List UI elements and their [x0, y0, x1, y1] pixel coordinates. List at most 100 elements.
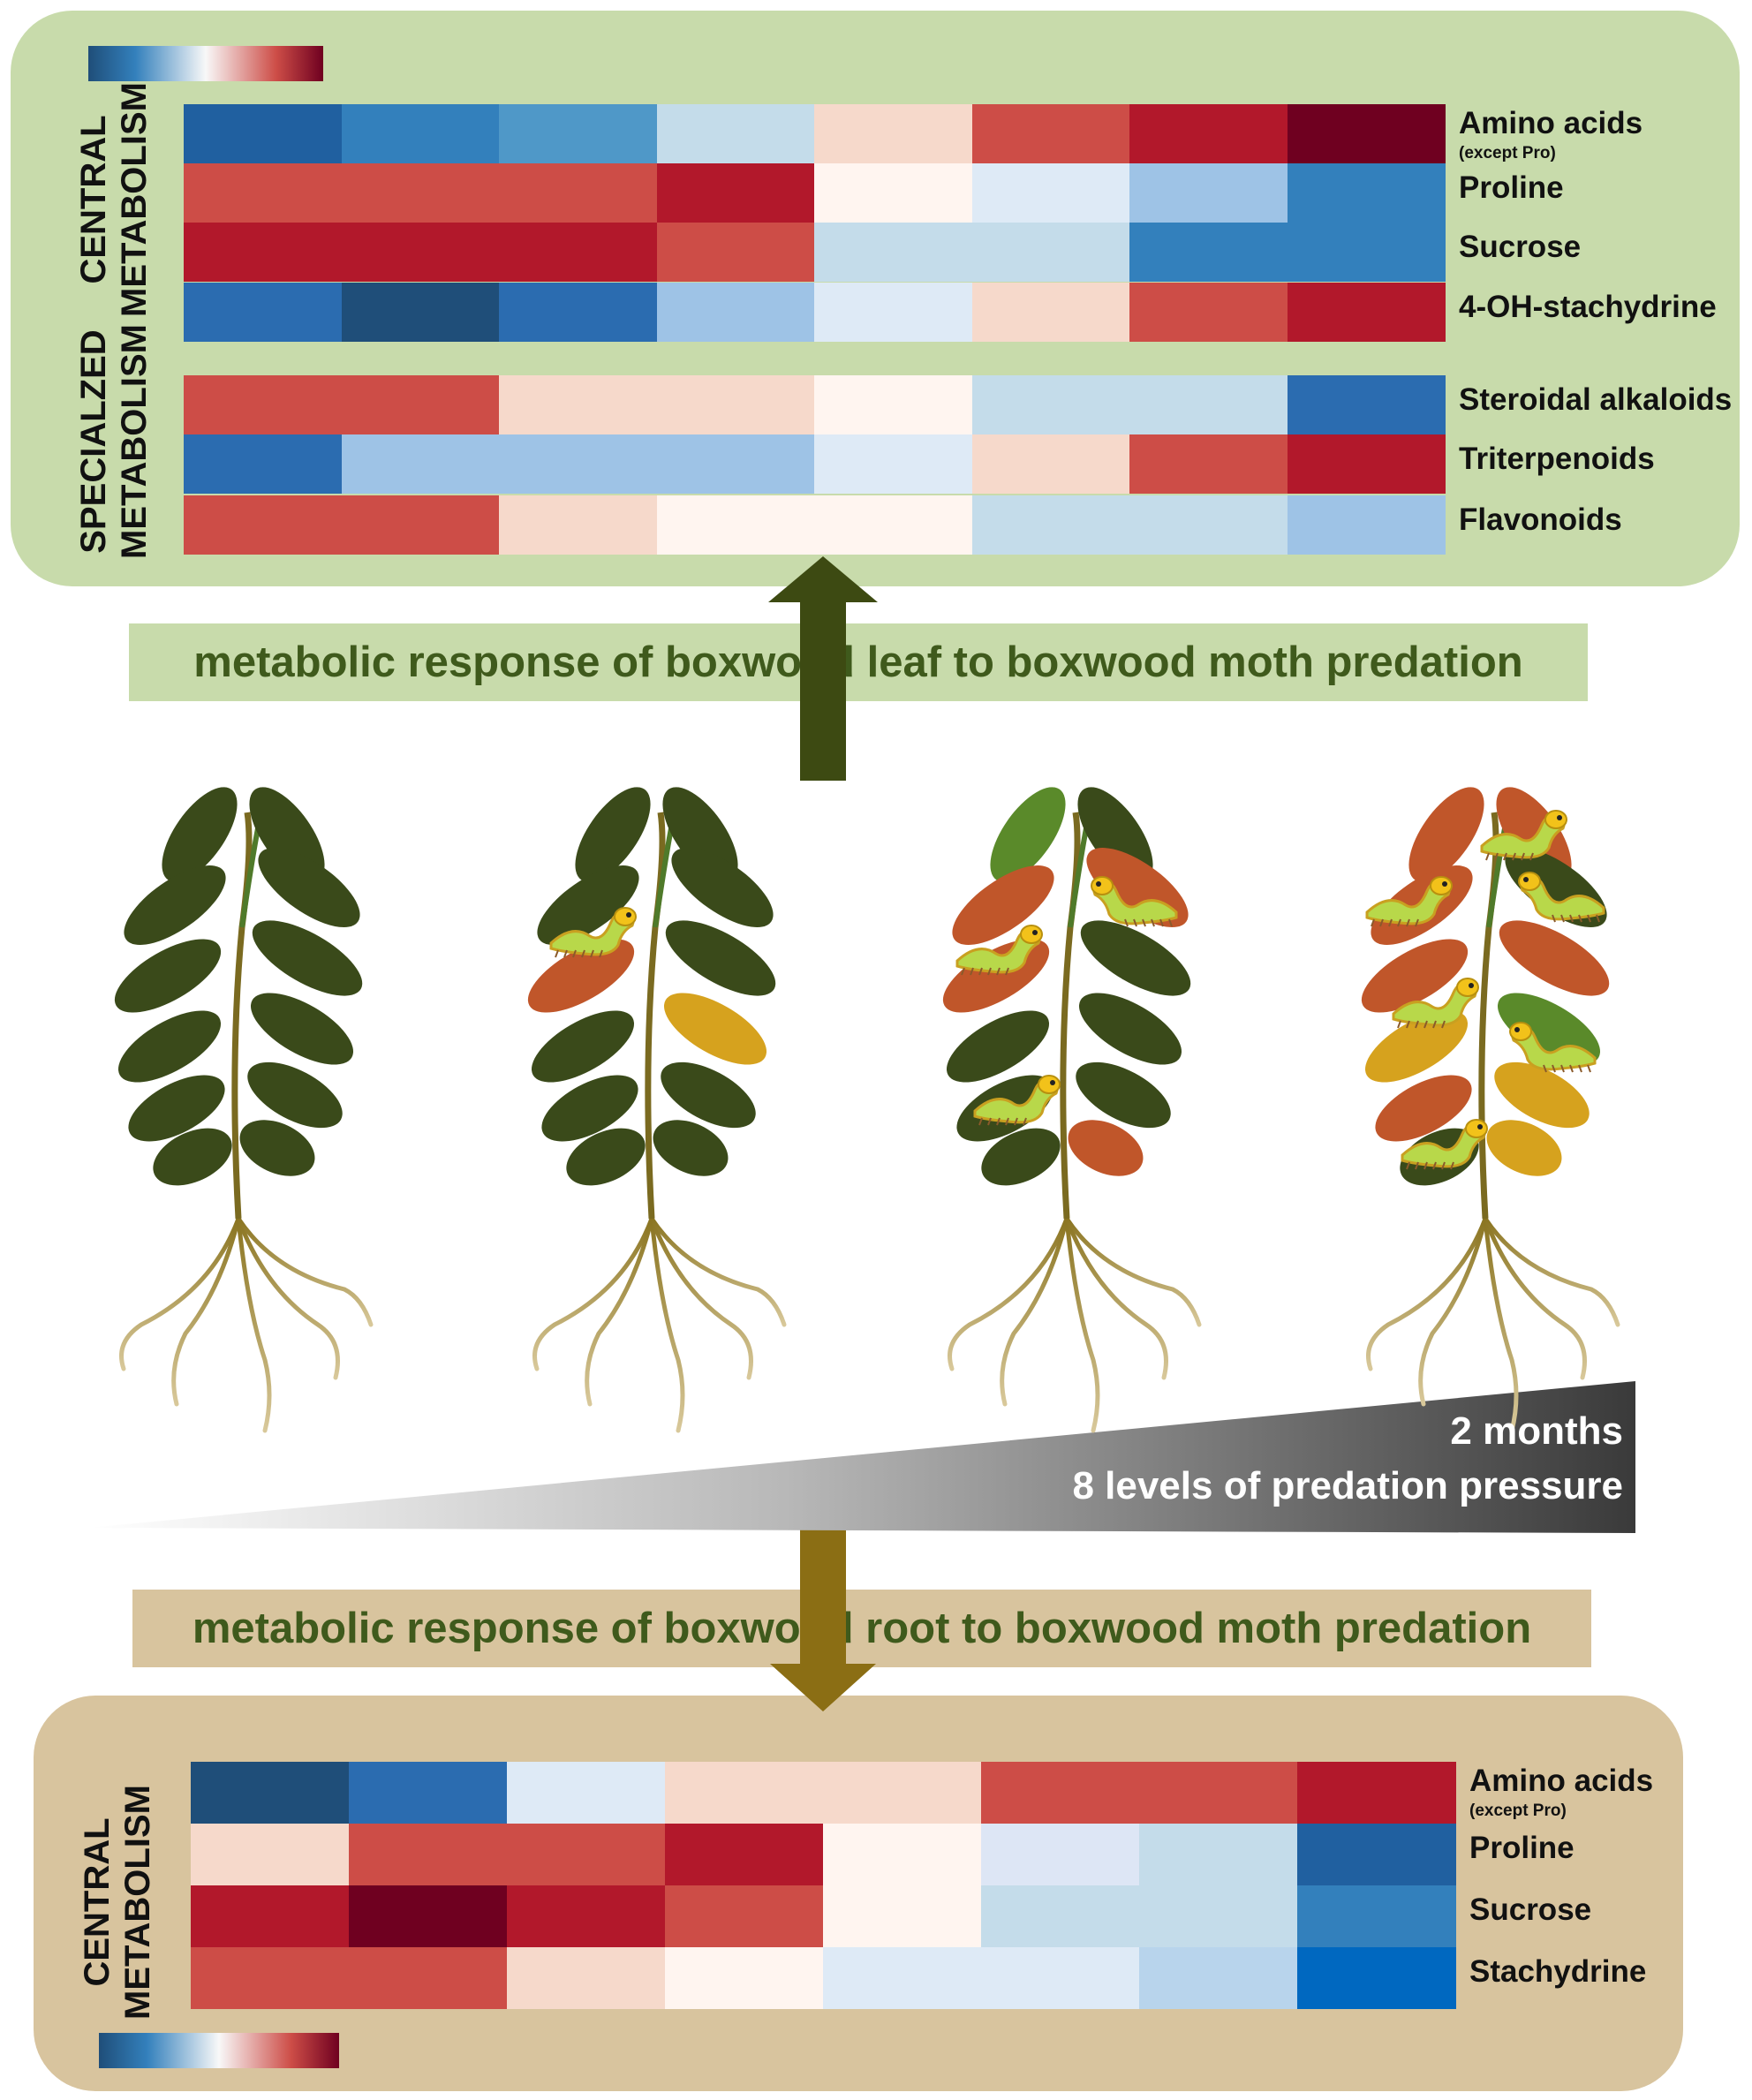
leaf-shape	[946, 1010, 1050, 1083]
root-line	[171, 1216, 241, 1407]
heatmap-cell	[341, 163, 500, 223]
heatmap-cell	[1129, 375, 1288, 434]
heatmap-cell	[499, 104, 658, 163]
heatmap-cell	[349, 1824, 508, 1885]
heatmap-cell	[1129, 495, 1288, 555]
root-line	[1000, 1216, 1069, 1407]
root-line	[1366, 1216, 1488, 1371]
leaf-shape	[239, 1120, 315, 1176]
heatmap-cell	[656, 163, 815, 223]
heatmap-cell	[665, 1947, 824, 2009]
heatmap-cell	[656, 495, 815, 555]
leaf-shape	[258, 847, 360, 928]
heatmap-cell	[507, 1947, 666, 2009]
leaf-shape	[128, 1075, 225, 1142]
heatmap-cell	[507, 1762, 666, 1824]
root-line	[1064, 1216, 1168, 1380]
heatmap-cell	[665, 1885, 824, 1947]
leaf-shape	[990, 787, 1066, 882]
leaf-shape	[1494, 1061, 1590, 1129]
leaf-shape	[252, 920, 363, 996]
leaf-shape	[665, 920, 776, 996]
leaf-shape	[952, 865, 1054, 946]
heatmap-cell	[341, 104, 500, 163]
heatmap-cell	[1129, 104, 1288, 163]
heatmap-cell	[971, 434, 1130, 494]
stem-line	[645, 812, 666, 1220]
heatmap-cell	[971, 163, 1130, 223]
leaf-shape	[527, 939, 635, 1013]
heatmap-cell	[814, 283, 973, 342]
row-sublabel: (except Pro)	[1459, 144, 1556, 162]
leaf-shape	[124, 865, 226, 946]
heatmap-cell	[981, 1885, 1140, 1947]
row-label: Proline	[1469, 1831, 1575, 1865]
heatmap-cell	[1287, 223, 1446, 282]
root-response-banner: metabolic response of boxwood root to bo…	[132, 1590, 1591, 1667]
caterpillar-icon	[1091, 876, 1178, 927]
heatmap-cell	[341, 375, 500, 434]
root-line	[236, 1216, 272, 1433]
root-line	[948, 1216, 1069, 1371]
root-line	[649, 1216, 685, 1433]
root-line	[1483, 1216, 1519, 1433]
heatmap-cell	[971, 375, 1130, 434]
leaf-response-banner: metabolic response of boxwood leaf to bo…	[129, 623, 1588, 701]
leaf-shape	[653, 1120, 729, 1176]
heatmap-cell	[499, 434, 658, 494]
heatmap-cell	[499, 283, 658, 342]
heatmap-cell	[499, 375, 658, 434]
heatmap-cell	[184, 104, 343, 163]
caterpillar-icon	[973, 1075, 1061, 1126]
leaf-shape	[537, 865, 639, 946]
heatmap-cell	[1297, 1824, 1456, 1885]
stem-line	[1478, 812, 1499, 1220]
heatmap-cell	[1139, 1762, 1298, 1824]
leaf-shape	[1375, 1075, 1472, 1142]
heatmap-cell	[814, 223, 973, 282]
predation-gradient-wedge	[88, 1381, 1635, 1533]
down-arrow-icon	[770, 1526, 876, 1711]
stem-line	[1060, 812, 1081, 1220]
heatmap-cell	[184, 375, 343, 434]
leaf-shape	[981, 1128, 1061, 1186]
root-line	[1064, 1216, 1100, 1433]
row-label: Triterpenoids	[1459, 442, 1655, 476]
heatmap-cell	[507, 1885, 666, 1947]
plant-series	[114, 787, 1620, 1433]
heatmap-cell	[184, 434, 343, 494]
caterpillar-icon	[549, 907, 637, 958]
heatmap-cell	[499, 163, 658, 223]
leaf-shape	[663, 993, 767, 1065]
heatmap-cell	[981, 1947, 1140, 2009]
heatmap-cell	[1287, 375, 1446, 434]
leaf-shape	[671, 847, 774, 928]
heatmap-cell	[184, 495, 343, 555]
heatmap-cell	[1287, 104, 1446, 163]
heatmap-cell	[191, 1947, 350, 2009]
heatmap-cell	[507, 1824, 666, 1885]
root-line	[1483, 1216, 1620, 1327]
caterpillar-icon	[1392, 978, 1479, 1029]
leaf-shape	[566, 1128, 646, 1186]
heatmap-cell	[823, 1947, 982, 2009]
root-line	[585, 1216, 654, 1407]
row-label: Stachydrine	[1469, 1954, 1647, 1989]
heatmap-cell	[814, 104, 973, 163]
heatmap-cell	[665, 1762, 824, 1824]
heatmap-cell	[1139, 1885, 1298, 1947]
heatmap-cell	[341, 223, 500, 282]
heatmap-cell	[971, 104, 1130, 163]
row-label: Sucrose	[1469, 1892, 1592, 1927]
root-line	[1483, 1216, 1587, 1380]
heatmap-cell	[184, 223, 343, 282]
row-label: Amino acids	[1459, 106, 1643, 140]
heatmap-cell	[499, 495, 658, 555]
heatmap-cell	[656, 283, 815, 342]
heatmap-cell	[656, 223, 815, 282]
heatmap-cell	[191, 1885, 350, 1947]
caterpillar-icon	[955, 925, 1043, 976]
heatmap-cell	[1287, 434, 1446, 494]
caterpillar-icon	[1509, 1022, 1597, 1073]
